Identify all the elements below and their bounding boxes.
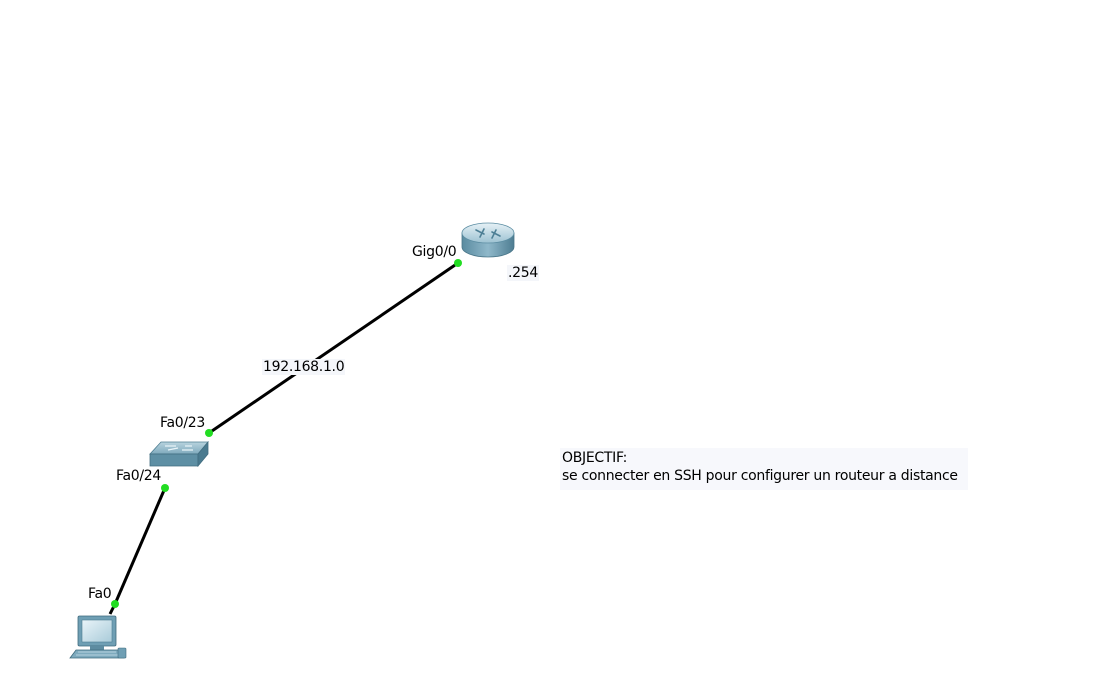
objective-note[interactable]: OBJECTIF: se connecter en SSH pour confi… bbox=[560, 448, 968, 490]
router-icon[interactable] bbox=[461, 222, 515, 258]
network-label: 192.168.1.0 bbox=[262, 359, 346, 375]
interface-label-fa0: Fa0 bbox=[88, 586, 112, 602]
link-switch-pc[interactable] bbox=[113, 487, 167, 605]
switch-icon[interactable] bbox=[149, 440, 209, 468]
pc-icon[interactable] bbox=[69, 615, 127, 659]
port-light-fa0-24 bbox=[161, 484, 169, 492]
port-light-fa0-23 bbox=[205, 429, 213, 437]
note-text: se connecter en SSH pour configurer un r… bbox=[562, 468, 958, 484]
router-address-label: .254 bbox=[507, 265, 539, 281]
interface-label-fa0-24: Fa0/24 bbox=[116, 468, 161, 484]
interface-label-gig0-0: Gig0/0 bbox=[412, 244, 457, 260]
port-light-gig0-0 bbox=[454, 259, 462, 267]
interface-label-fa0-23: Fa0/23 bbox=[160, 415, 205, 431]
link-router-switch[interactable] bbox=[208, 261, 459, 435]
port-light-fa0 bbox=[111, 600, 119, 608]
note-title: OBJECTIF: bbox=[562, 450, 628, 466]
